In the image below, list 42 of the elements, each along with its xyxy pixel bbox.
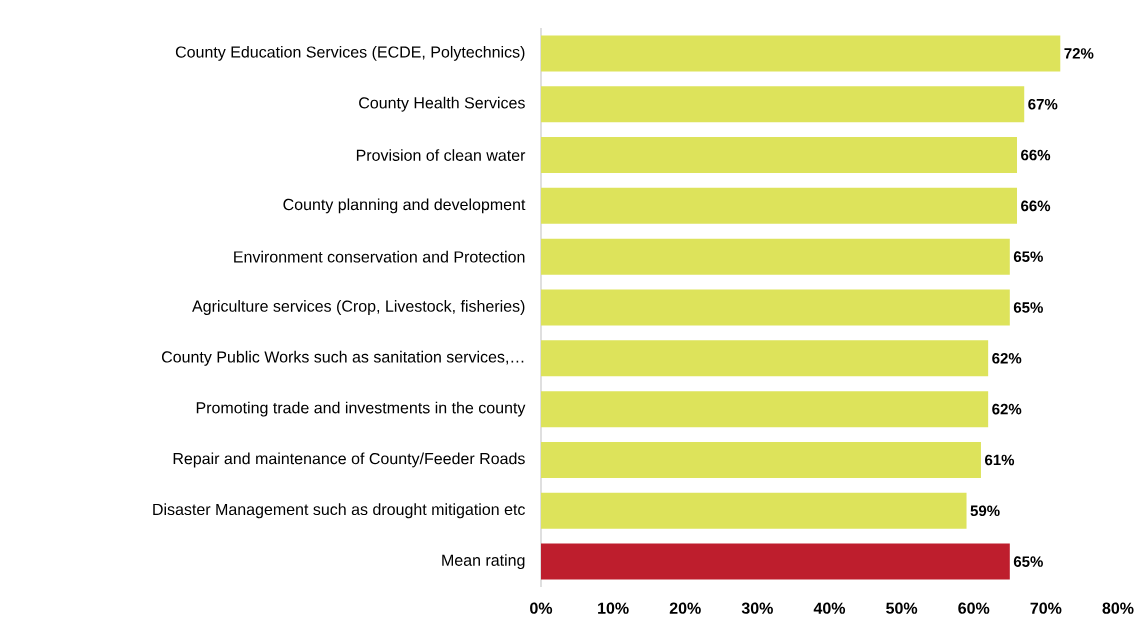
bar: [541, 391, 989, 428]
y-tick-label: County Education Services (ECDE, Polytechnics): [175, 45, 525, 61]
data-label: 59%: [970, 505, 1000, 517]
x-tick-label: 70%: [1030, 602, 1062, 614]
data-label: 65%: [1013, 251, 1043, 262]
y-tick-label: Mean rating: [442, 554, 525, 570]
y-tick-label: Repair and maintenance of County/Feeder Roads: [173, 452, 525, 468]
y-tick-label: Agriculture services (Crop, Livestock, fisheries): [192, 300, 525, 315]
x-tick-label: 10%: [598, 602, 629, 614]
data-label: 65%: [1013, 556, 1043, 567]
y-tick-label: Disaster Management such as drought mitigation etc: [153, 503, 525, 519]
y-tick-label: Environment conservation and Protection: [234, 250, 525, 263]
data-label: 62%: [992, 403, 1022, 415]
x-tick-label: 80%: [1102, 602, 1134, 614]
data-label: 65%: [1013, 302, 1043, 313]
bar: [541, 86, 1025, 123]
x-tick-label: 40%: [813, 602, 846, 614]
bar: [541, 441, 981, 478]
x-tick-label: 20%: [669, 602, 701, 614]
data-label: 67%: [1028, 98, 1058, 110]
data-label: 72%: [1064, 48, 1094, 59]
bar: [541, 340, 989, 377]
y-tick-label: County Health Services: [359, 96, 525, 112]
bar: [541, 238, 1010, 275]
bar: [541, 187, 1018, 224]
x-tick-label: 0%: [530, 602, 553, 614]
data-label: 61%: [985, 454, 1015, 466]
bar: [541, 289, 1010, 326]
y-tick-label: County planning and development: [283, 198, 526, 214]
bar: [541, 35, 1061, 72]
bar: [541, 137, 1018, 174]
data-label: 66%: [1021, 200, 1051, 212]
data-label: 66%: [1021, 149, 1051, 161]
bar: [541, 543, 1010, 580]
x-tick-label: 50%: [886, 602, 918, 614]
data-label: 62%: [992, 353, 1022, 364]
y-tick-label: Promoting trade and investments in the county: [196, 401, 526, 417]
x-tick-label: 30%: [741, 602, 773, 614]
bar: [541, 492, 967, 529]
x-tick-label: 60%: [958, 602, 990, 614]
y-tick-label: County Public Works such as sanitation services,…: [161, 350, 524, 366]
y-tick-label: Provision of clean water: [356, 149, 526, 161]
